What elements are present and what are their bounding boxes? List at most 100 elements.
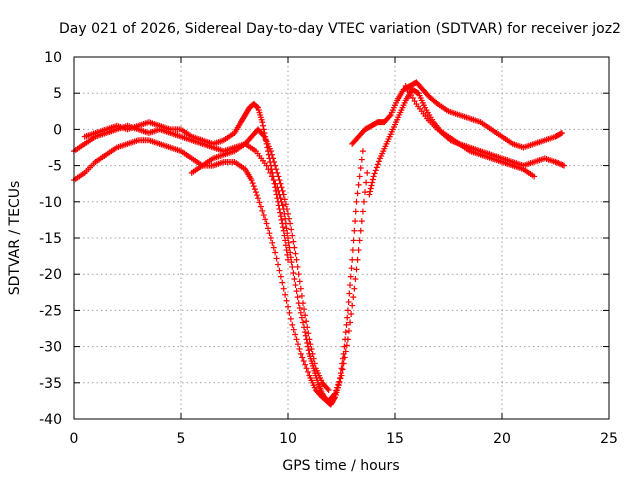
data-point (302, 329, 309, 336)
data-point (359, 208, 366, 215)
data-point (355, 181, 362, 188)
data-point (256, 199, 263, 206)
data-point (302, 312, 309, 319)
data-point (345, 327, 352, 334)
series-sat-g (402, 82, 538, 180)
data-point (299, 319, 306, 326)
data-point (375, 158, 382, 165)
series-sat-d (188, 126, 332, 394)
data-point (249, 180, 256, 187)
data-point (294, 294, 301, 301)
data-point (371, 170, 378, 177)
data-point (346, 290, 353, 297)
data-point (335, 381, 342, 388)
data-point (296, 346, 303, 353)
data-point (367, 185, 374, 192)
data-point (332, 390, 339, 397)
data-point (561, 162, 568, 169)
data-point (289, 232, 296, 239)
data-point (350, 237, 357, 244)
data-point (343, 321, 350, 328)
data-point (259, 119, 266, 126)
data-point (281, 232, 288, 239)
data-point (345, 298, 352, 305)
data-point (263, 220, 270, 227)
data-point (277, 273, 284, 280)
data-point (260, 122, 267, 129)
data-point (352, 208, 359, 215)
data-point (366, 191, 373, 198)
data-point (353, 198, 360, 205)
data-point (260, 126, 267, 133)
data-point (342, 348, 349, 355)
data-point (352, 218, 359, 225)
data-point (273, 191, 280, 198)
data-point (338, 372, 345, 379)
data-point (292, 331, 299, 338)
data-point (281, 196, 288, 203)
data-point (251, 186, 258, 193)
data-point (283, 247, 290, 254)
data-point (272, 187, 279, 194)
data-point (276, 177, 283, 184)
data-point (356, 173, 363, 180)
data-point (310, 355, 317, 362)
data-point (289, 321, 296, 328)
y-tick-label: 0 (53, 122, 62, 138)
data-point (279, 220, 286, 227)
data-point (252, 189, 259, 196)
data-point (344, 307, 351, 314)
data-point (286, 309, 293, 316)
data-point (344, 314, 351, 321)
data-point (558, 130, 565, 137)
data-point (262, 216, 269, 223)
x-axis-label: GPS time / hours (282, 458, 399, 474)
data-point (253, 192, 260, 199)
data-point (278, 216, 285, 223)
data-point (292, 250, 299, 257)
data-point (294, 263, 301, 270)
data-point (347, 282, 354, 289)
series-sat-b (71, 137, 371, 404)
data-point (275, 198, 282, 205)
data-point (288, 226, 295, 233)
data-point (370, 173, 377, 180)
series-sat-a (71, 122, 366, 408)
data-point (272, 249, 279, 256)
data-point (338, 365, 345, 372)
data-point (374, 161, 381, 168)
data-point (344, 336, 351, 343)
data-point (304, 339, 311, 346)
data-point (352, 276, 359, 283)
data-point (277, 213, 284, 220)
data-point (304, 368, 311, 375)
data-point (296, 278, 303, 285)
data-point (304, 324, 311, 331)
y-tick-label: -40 (39, 412, 62, 428)
data-point (287, 220, 294, 227)
data-point (269, 239, 276, 246)
data-point (303, 365, 310, 372)
data-point (369, 179, 376, 186)
data-point (359, 148, 366, 155)
data-point (358, 156, 365, 163)
data-point (300, 358, 307, 365)
data-point (349, 302, 356, 309)
data-point (279, 279, 286, 286)
data-point (270, 177, 277, 184)
data-point (414, 89, 421, 96)
data-point (280, 285, 287, 292)
y-tick-label: -20 (39, 267, 62, 283)
data-point (308, 346, 315, 353)
chart-title: Day 021 of 2026, Sidereal Day-to-day VTE… (59, 21, 621, 37)
data-point (268, 151, 275, 158)
data-point (275, 202, 282, 209)
data-point (275, 173, 282, 180)
data-point (309, 350, 316, 357)
data-point (267, 148, 274, 155)
data-point (274, 195, 281, 202)
y-tick-label: 5 (53, 86, 62, 102)
data-point (284, 251, 291, 258)
data-point (297, 350, 304, 357)
data-point (291, 244, 298, 251)
